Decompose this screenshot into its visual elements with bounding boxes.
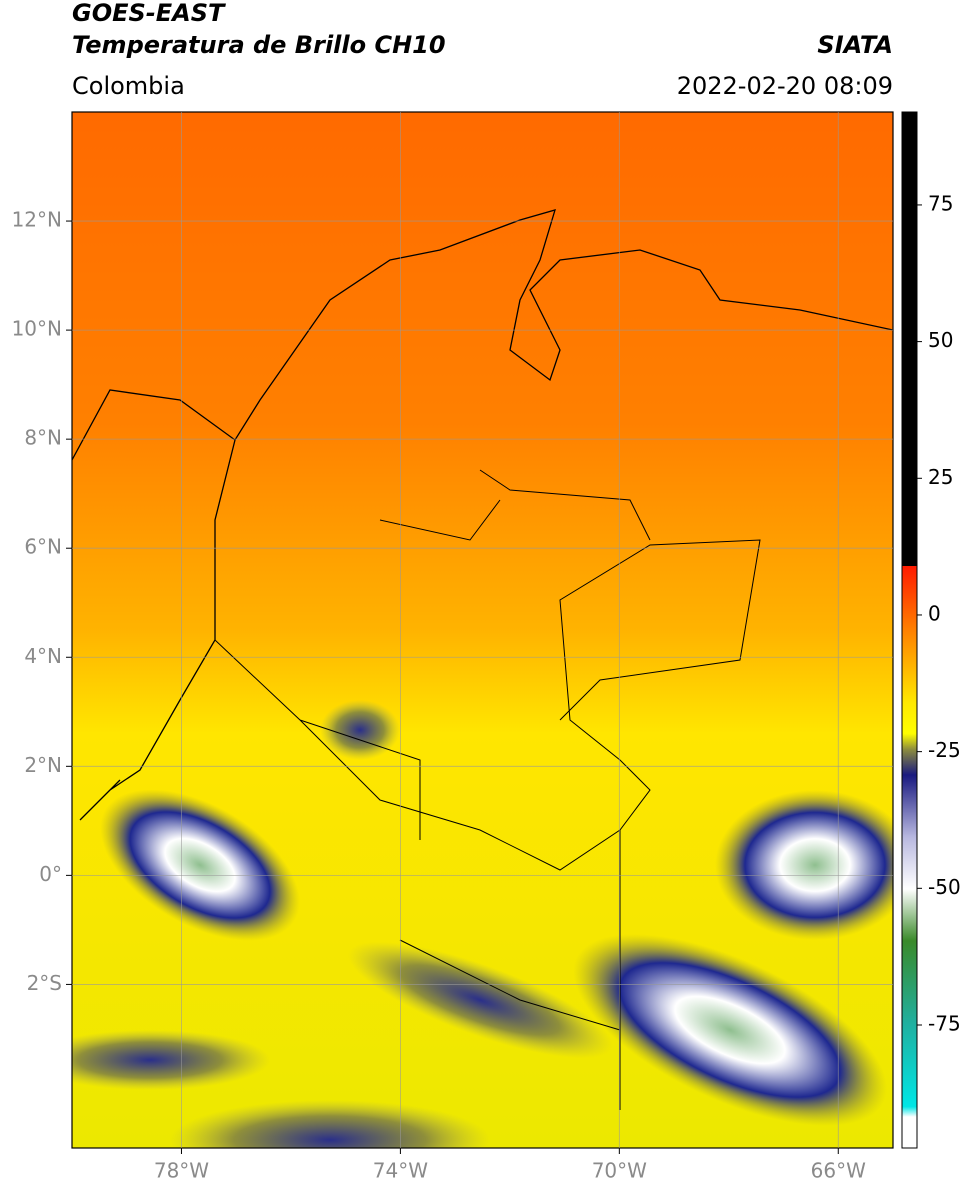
y-tick-label: 2°S	[27, 971, 62, 995]
subtitle: Temperatura de Brillo CH10	[72, 31, 446, 59]
x-tick-label: 74°W	[373, 1159, 428, 1183]
y-tick-label: 2°N	[24, 753, 62, 777]
map-frame	[71, 111, 894, 1149]
y-tick-label: 4°N	[24, 644, 62, 668]
title: GOES-EAST	[72, 0, 226, 27]
x-tick-label: 70°W	[592, 1159, 647, 1183]
y-tick-label: 6°N	[24, 535, 62, 559]
y-tick-label: 12°N	[12, 208, 62, 232]
region: Colombia	[72, 72, 185, 100]
x-tick-label: 66°W	[811, 1159, 866, 1183]
colorbar-tick-label: 75	[928, 191, 953, 215]
colorbar	[901, 111, 918, 1149]
y-tick-label: 0°	[39, 862, 62, 886]
y-tick-label: 10°N	[12, 317, 62, 341]
x-tick-label: 78°W	[154, 1159, 209, 1183]
colorbar-tick-label: 50	[928, 328, 953, 352]
imagery	[72, 112, 893, 1148]
colorbar-tick-label: 25	[928, 465, 953, 489]
y-tick-label: 8°N	[24, 426, 62, 450]
colorbar-tick-label: 0	[928, 601, 941, 625]
colorbar-tick-label: -50	[928, 875, 961, 899]
colorbar-tick-label: -75	[928, 1011, 961, 1035]
source: SIATA	[817, 31, 893, 59]
colorbar-tick-label: -25	[928, 738, 961, 762]
datetime: 2022-02-20 08:09	[677, 72, 893, 100]
